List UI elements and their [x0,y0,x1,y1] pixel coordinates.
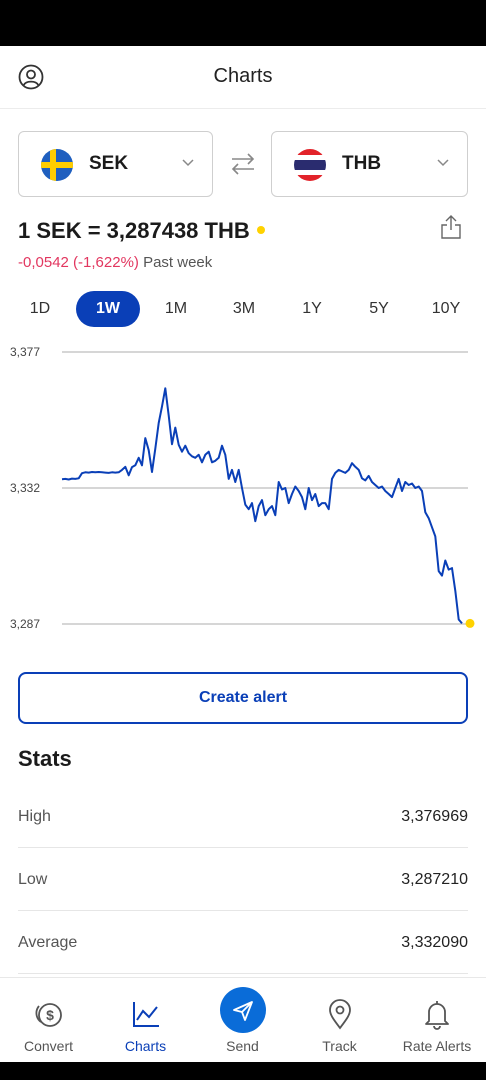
nav-label: Track [322,1038,357,1054]
tab-5y[interactable]: 5Y [369,300,389,317]
system-nav-bar [0,1062,486,1080]
tab-1y[interactable]: 1Y [302,300,322,317]
y-tick-label: 3,377 [10,345,40,359]
stat-row-average: Average 3,332090 [18,912,468,974]
stat-value: 3,332090 [401,934,468,951]
sweden-flag-icon [41,149,73,181]
from-currency-code: SEK [89,153,129,174]
rate-change: -0,0542 (-1,622%) Past week [18,254,212,271]
send-icon [232,1001,253,1021]
tab-3m[interactable]: 3M [232,300,256,317]
y-tick-label: 3,287 [10,617,40,631]
nav-charts[interactable]: Charts [97,978,194,1063]
tab-10y[interactable]: 10Y [431,300,461,317]
convert-icon: $ [35,1003,62,1027]
profile-icon[interactable] [18,64,44,90]
swap-currencies-icon[interactable] [229,151,257,177]
charts-icon [132,1002,159,1027]
nav-convert[interactable]: $ Convert [0,978,97,1063]
stats-title: Stats [18,746,72,771]
latest-point-marker [465,618,475,628]
svg-text:$: $ [46,1007,54,1023]
page-title: Charts [213,65,273,87]
nav-label: Rate Alerts [402,1038,472,1054]
status-bar [0,0,486,46]
nav-rate-alerts[interactable]: Rate Alerts [388,978,486,1063]
stat-row-low: Low 3,287210 [18,849,468,911]
rate-chart: 3,377 3,332 3,287 [10,345,475,631]
thailand-flag-icon [294,149,326,181]
y-tick-label: 3,332 [10,481,40,495]
stat-label: High [18,808,51,825]
top-bar: Charts [0,46,486,109]
nav-track[interactable]: Track [291,978,388,1063]
tab-1m[interactable]: 1M [164,300,188,317]
stat-label: Low [18,871,48,888]
chevron-down-icon [437,159,449,167]
location-pin-icon [328,999,351,1030]
bottom-nav: $ Convert Charts Send Track Rate Alerts [0,977,486,1063]
to-currency-select[interactable]: THB [271,131,468,197]
share-icon[interactable] [440,214,462,240]
stat-value: 3,376969 [401,808,468,825]
nav-label: Charts [124,1038,167,1054]
tab-1w[interactable]: 1W [76,291,140,327]
live-indicator [257,226,265,234]
nav-label: Send [226,1038,259,1054]
to-currency-code: THB [342,153,382,174]
rate-change-value: -0,0542 (-1,622%) [18,254,139,271]
nav-label: Convert [23,1038,74,1054]
period-tabs: 1D 1W 1M 3M 1Y 5Y 10Y [0,291,486,327]
chevron-down-icon [182,159,194,167]
from-currency-select[interactable]: SEK [18,131,213,197]
stat-value: 3,287210 [401,871,468,888]
rate-series-line [61,387,463,625]
stat-label: Average [18,934,78,951]
create-alert-button[interactable]: Create alert [18,672,468,724]
nav-send[interactable]: Send [194,978,291,1063]
exchange-rate: 1 SEK = 3,287438 THB [18,218,250,243]
bell-icon [425,1001,449,1030]
rate-change-period: Past week [143,254,213,271]
tab-1d[interactable]: 1D [29,300,51,317]
stat-row-high: High 3,376969 [18,786,468,848]
